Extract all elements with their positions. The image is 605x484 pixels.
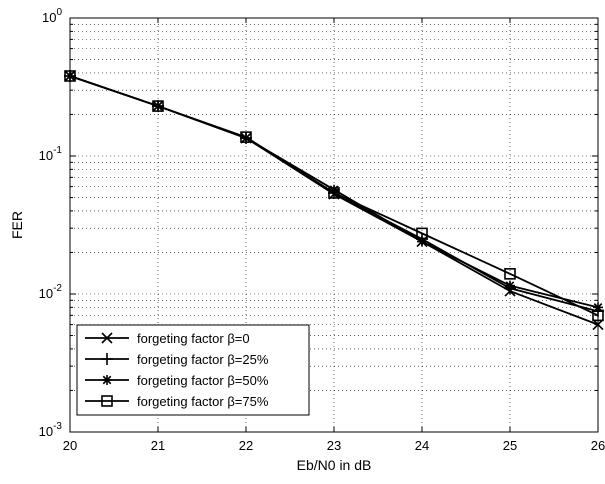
legend: forgeting factor β=0 forgeting factor β=2…	[76, 324, 310, 416]
y-tick-label: 10-2	[39, 283, 63, 301]
series-line	[69, 75, 599, 317]
data-point	[416, 227, 428, 240]
x-tick-label: 20	[63, 438, 77, 453]
x-tick-label: 24	[415, 438, 429, 453]
legend-marker	[101, 332, 113, 344]
x-tick-label: 22	[239, 438, 253, 453]
legend-entry: forgeting factor β=50%	[85, 373, 269, 388]
data-point	[504, 268, 516, 280]
ticks	[69, 17, 599, 433]
y-tick-label: 100	[42, 7, 62, 25]
tick-labels: 20 21 22 23 24 25 26 100 10-1 10-2 10-3	[39, 7, 605, 453]
y-axis-label: FER	[9, 211, 25, 239]
data-point	[329, 184, 339, 195]
legend-entry: forgeting factor β=0	[85, 331, 250, 346]
data-point	[505, 280, 515, 291]
legend-entry: forgeting factor β=75%	[85, 394, 269, 409]
data-point	[417, 236, 427, 247]
legend-marker	[101, 353, 113, 365]
x-tick-label: 26	[591, 438, 605, 453]
data-point	[240, 131, 252, 143]
data-point	[328, 187, 340, 199]
data-point	[152, 100, 164, 112]
x-tick-label: 25	[503, 438, 517, 453]
legend-box	[76, 324, 310, 416]
legend-entry: forgeting factor β=25%	[85, 352, 269, 367]
x-tick-label: 23	[327, 438, 341, 453]
y-tick-label: 10-1	[39, 145, 63, 163]
x-axis-label: Eb/N0 in dB	[297, 457, 372, 473]
legend-label: forgeting factor β=25%	[137, 352, 269, 367]
legend-marker	[102, 375, 112, 385]
legend-label: forgeting factor β=50%	[137, 373, 269, 388]
x-tick-label: 21	[151, 438, 165, 453]
legend-label: forgeting factor β=75%	[137, 394, 269, 409]
legend-marker	[101, 395, 113, 407]
y-tick-label: 10-3	[39, 421, 63, 439]
grid	[70, 18, 598, 432]
legend-label: forgeting factor β=0	[137, 331, 250, 346]
